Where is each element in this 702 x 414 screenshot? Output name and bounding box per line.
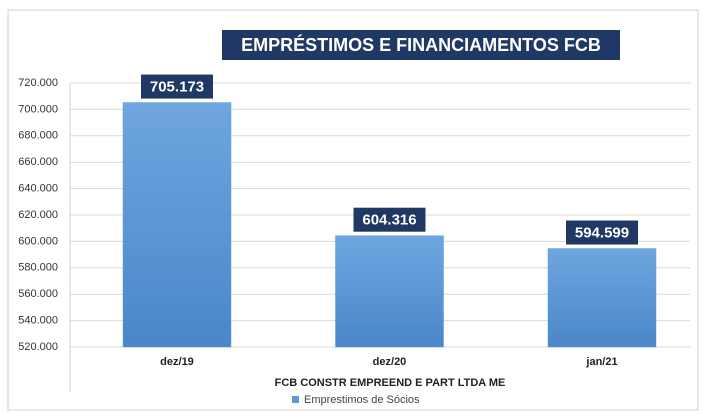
legend-label: Emprestimos de Sócios <box>304 394 420 406</box>
x-tick-label: jan/21 <box>585 356 617 368</box>
legend-swatch <box>292 396 299 403</box>
data-label-box <box>141 74 213 99</box>
y-tick-label: 680.000 <box>18 130 58 142</box>
y-tick-label: 720.000 <box>18 77 58 89</box>
data-label: 705.173 <box>150 79 204 96</box>
x-axis-title: FCB CONSTR EMPREEND E PART LTDA ME <box>275 377 506 389</box>
data-label: 594.599 <box>575 224 629 241</box>
y-tick-label: 560.000 <box>18 288 58 300</box>
chart-title: EMPRÉSTIMOS E FINANCIAMENTOS FCB <box>241 34 601 55</box>
y-tick-label: 660.000 <box>18 156 58 168</box>
x-tick-label: dez/19 <box>160 356 194 368</box>
data-label: 604.316 <box>362 212 416 229</box>
bar <box>547 248 657 348</box>
chart-border <box>7 9 699 411</box>
title-box <box>222 30 620 60</box>
x-tick-label: dez/20 <box>373 356 407 368</box>
y-tick-label: 640.000 <box>18 183 58 195</box>
y-tick-label: 580.000 <box>18 262 58 274</box>
data-label-box <box>353 207 426 232</box>
y-tick-label: 540.000 <box>18 315 58 327</box>
bar <box>335 235 444 348</box>
data-label-box <box>566 220 638 245</box>
y-tick-label: 620.000 <box>18 209 58 221</box>
bar <box>122 102 232 348</box>
y-tick-label: 600.000 <box>18 235 58 247</box>
y-tick-label: 700.000 <box>18 103 58 115</box>
y-tick-label: 520.000 <box>18 341 58 353</box>
